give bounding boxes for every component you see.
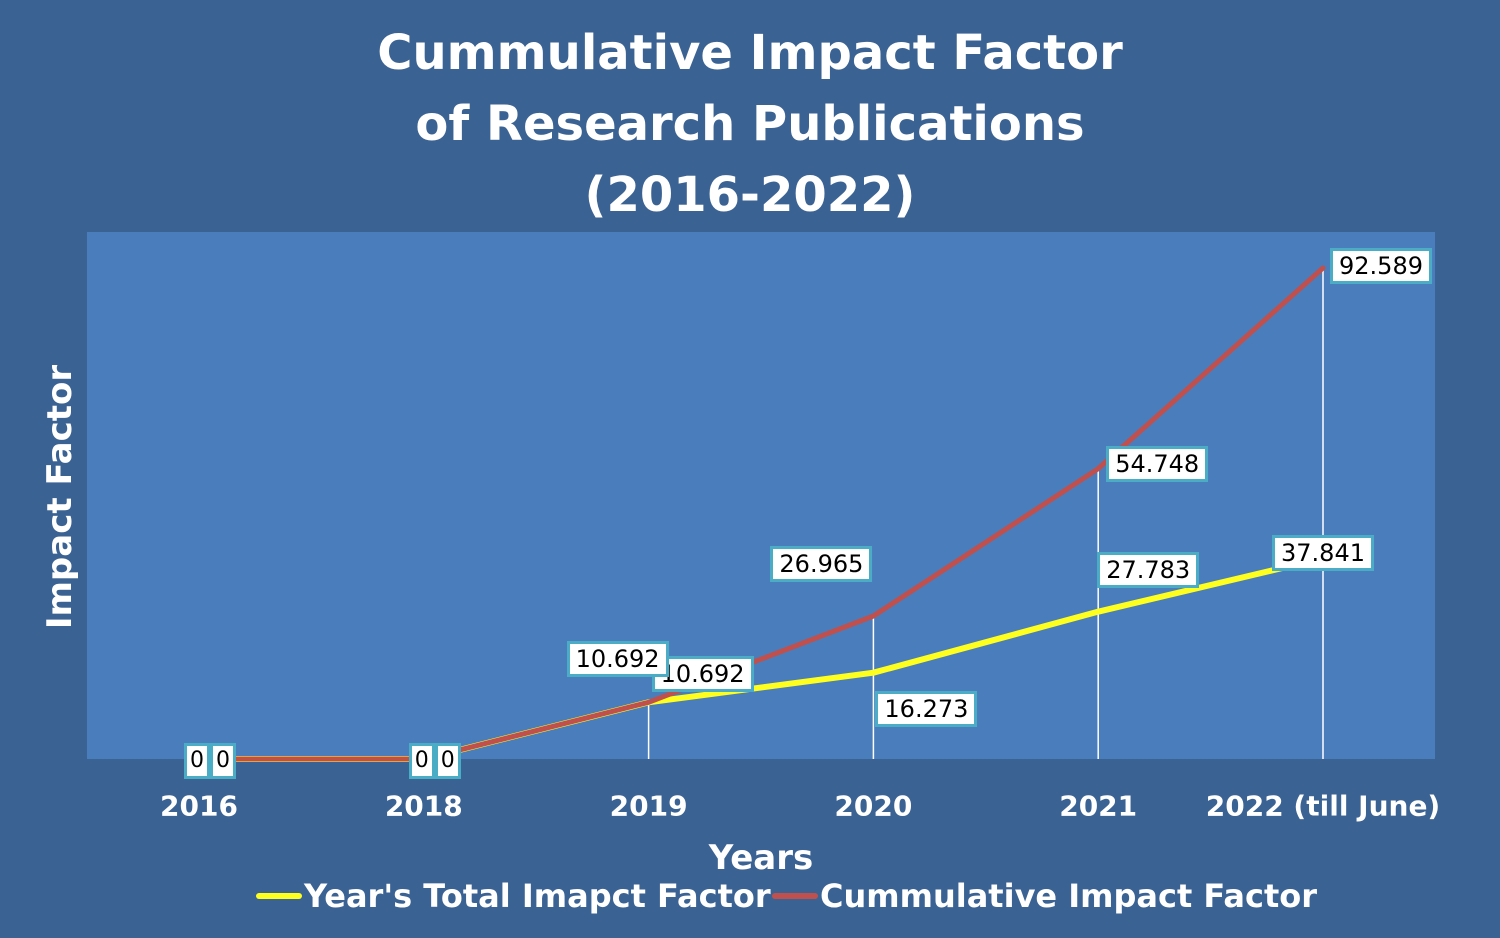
- legend-label-cumulative: Cummulative Impact Factor: [820, 877, 1318, 915]
- y-axis-label: Impact Factor: [40, 364, 80, 630]
- data-label-yearly: 0: [408, 743, 435, 779]
- data-label-yearly: 0: [184, 743, 210, 779]
- series-line-1: [196, 265, 1326, 762]
- x-tick-label: 2016: [160, 789, 238, 823]
- legend-item-cumulative: Cummulative Impact Factor: [772, 876, 1317, 916]
- data-point-1-5: [1321, 266, 1325, 270]
- data-label-yearly: 37.841: [1272, 535, 1374, 572]
- data-point-0-3: [871, 671, 875, 675]
- legend-swatch-yearly: [256, 893, 302, 899]
- data-point-1-4: [1096, 467, 1100, 471]
- x-tick-label: 2022 (till June): [1205, 789, 1441, 823]
- legend-swatch-cumulative: [772, 893, 818, 899]
- legend-item-yearly: Year's Total Imapct Factor: [256, 876, 771, 916]
- x-tick-label: 2021: [1059, 789, 1138, 823]
- x-tick-label: 2020: [834, 789, 913, 823]
- data-point-0-4: [1096, 610, 1100, 614]
- data-label-yearly: 10.692: [651, 656, 754, 693]
- data-point-1-2: [647, 700, 651, 704]
- data-point-1-3: [871, 614, 875, 618]
- data-label-yearly: 27.783: [1097, 551, 1200, 588]
- data-label-cumulative: 54.748: [1106, 445, 1209, 482]
- chart-title-line-2: of Research Publications: [415, 96, 1085, 152]
- x-axis-label: Years: [708, 838, 814, 878]
- x-tick-label: 2018: [384, 789, 463, 823]
- data-label-cumulative: 0: [434, 743, 461, 779]
- x-tick-label: 2019: [609, 789, 688, 823]
- data-label-cumulative: 92.589: [1330, 248, 1432, 284]
- legend-label-yearly: Year's Total Imapct Factor: [304, 877, 771, 915]
- chart-title-line-1: Cummulative Impact Factor: [377, 25, 1123, 81]
- data-label-cumulative: 26.965: [770, 546, 873, 582]
- plot-area: [87, 232, 1435, 759]
- data-label-cumulative: 0: [210, 743, 236, 779]
- chart-title-line-3: (2016-2022): [584, 167, 916, 223]
- data-label-yearly: 16.273: [875, 690, 978, 727]
- data-label-cumulative: 10.692: [566, 641, 669, 678]
